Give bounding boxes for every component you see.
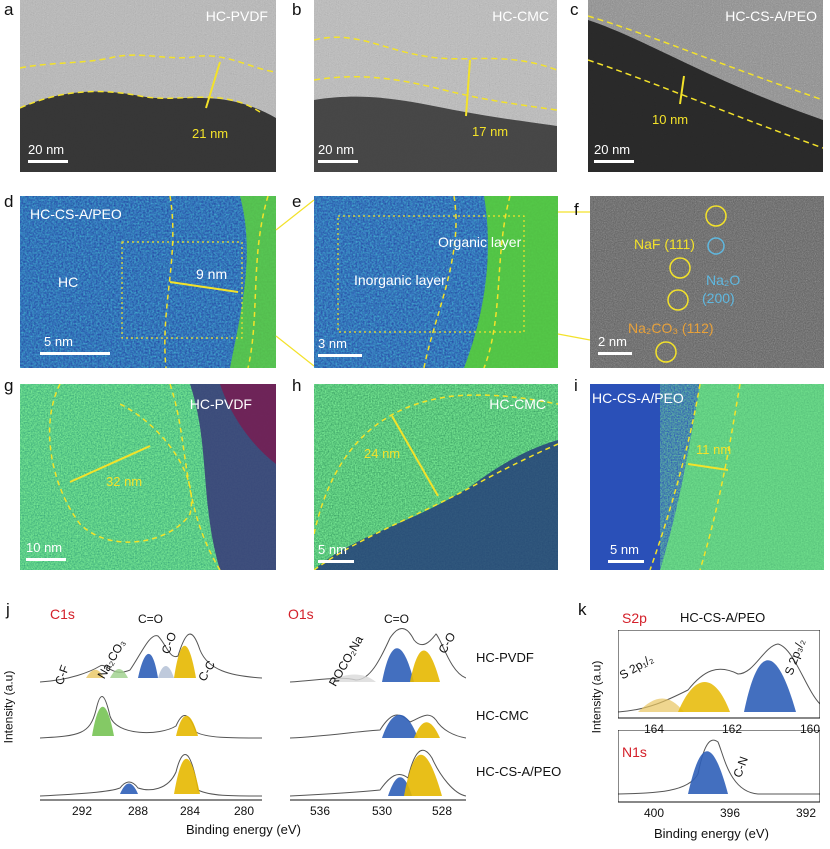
c1s-tick-288: 288: [128, 804, 149, 818]
mapping-image-g: HC-PVDF 32 nm 10 nm: [20, 384, 276, 570]
region-label-d: HC: [58, 274, 79, 290]
xps-o1s-plot: [290, 628, 466, 801]
sample-label-b: HC-CMC: [492, 8, 549, 24]
scale-bar-b: [318, 160, 358, 163]
na2co3-label: Na₂CO₃ (112): [628, 320, 714, 336]
scale-label-d: 5 nm: [44, 334, 73, 349]
sample-label-c: HC-CS-A/PEO: [725, 8, 817, 24]
thickness-label-i: 11 nm: [696, 442, 732, 457]
n1s-title: N1s: [622, 744, 647, 760]
c1s-tick-280: 280: [234, 804, 255, 818]
scale-label-a: 20 nm: [28, 142, 65, 157]
sample-label-d: HC-CS-A/PEO: [30, 206, 122, 222]
scale-bar-e: [318, 354, 362, 357]
mapping-image-e: Organic layer Inorganic layer 3 nm: [314, 196, 558, 368]
panel-letter-d: d: [4, 192, 14, 211]
tem-image-b: HC-CMC 17 nm 20 nm: [314, 0, 557, 172]
c1s-peak-co-double: C=O: [138, 612, 164, 626]
panel-letter-c: c: [570, 0, 579, 19]
scale-bar-a: [28, 160, 68, 163]
c1s-tick-284: 284: [180, 804, 201, 818]
panel-letter-e: e: [292, 192, 302, 211]
scale-bar-c: [594, 160, 634, 163]
scale-bar-d: [40, 352, 110, 355]
o1s-title: O1s: [288, 606, 314, 622]
mapping-image-d: HC-CS-A/PEO HC 9 nm 5 nm: [20, 196, 276, 368]
scale-label-c: 20 nm: [594, 142, 631, 157]
o1s-tick-536: 536: [310, 804, 331, 818]
sample-label-i: HC-CS-A/PEO: [592, 390, 684, 406]
xps-n1s-plot: [618, 730, 820, 803]
panel-letter-j: j: [6, 600, 10, 619]
c1s-tick-292: 292: [72, 804, 93, 818]
naf-label: NaF (111): [634, 236, 695, 252]
panel-letter-h: h: [292, 376, 302, 395]
sample-label-cmc: HC-CMC: [476, 708, 529, 723]
o1s-peak-co-double: C=O: [384, 612, 410, 626]
k-xlabel: Binding energy (eV): [654, 826, 769, 841]
thickness-label-a: 21 nm: [192, 126, 229, 141]
xps-c1s-plot: [40, 633, 262, 801]
n1s-tick-400: 400: [644, 806, 665, 820]
scale-bar-g: [26, 558, 66, 561]
tem-image-c: HC-CS-A/PEO 10 nm 20 nm: [588, 0, 823, 172]
thickness-label-b: 17 nm: [472, 124, 509, 139]
mapping-image-h: HC-CMC 24 nm 5 nm: [314, 384, 558, 570]
inorganic-layer-label: Inorganic layer: [354, 272, 446, 288]
panel-letter-i: i: [574, 376, 578, 395]
sample-label-h: HC-CMC: [489, 396, 546, 412]
scale-bar-h: [318, 560, 354, 563]
s2p-title: S2p: [622, 610, 647, 626]
thickness-label-g: 32 nm: [106, 474, 143, 489]
mapping-image-i: HC-CS-A/PEO 11 nm 5 nm: [590, 384, 824, 570]
s2p-tick-160: 160: [800, 722, 821, 736]
sample-label-pvdf: HC-PVDF: [476, 650, 534, 665]
c1s-title: C1s: [50, 606, 75, 622]
scale-label-e: 3 nm: [318, 336, 347, 351]
n1s-tick-396: 396: [720, 806, 741, 820]
panel-letter-g: g: [4, 376, 14, 395]
scale-label-b: 20 nm: [318, 142, 355, 157]
j-xlabel: Binding energy (eV): [186, 822, 301, 837]
panel-letter-a: a: [4, 0, 14, 19]
panel-letter-f: f: [574, 200, 579, 219]
o1s-tick-530: 530: [372, 804, 393, 818]
organic-layer-label: Organic layer: [438, 234, 522, 250]
na2o-label: Na₂O: [706, 272, 741, 288]
scale-bar-f: [598, 352, 632, 355]
na2o-plane-label: (200): [702, 290, 735, 306]
n1s-tick-392: 392: [796, 806, 817, 820]
sample-label-csapeo: HC-CS-A/PEO: [476, 764, 562, 779]
panel-letter-b: b: [292, 0, 302, 19]
tem-image-a: HC-PVDF 21 nm 20 nm: [20, 0, 276, 172]
scale-label-g: 10 nm: [26, 540, 63, 555]
thickness-label-c: 10 nm: [652, 112, 689, 127]
o1s-tick-528: 528: [432, 804, 453, 818]
xps-s2p-plot: [618, 630, 820, 719]
k-ylabel: Intensity (a.u): [589, 660, 604, 734]
scale-label-h: 5 nm: [318, 542, 347, 557]
k-sample-label: HC-CS-A/PEO: [680, 610, 766, 625]
scale-bar-i: [608, 560, 644, 563]
thickness-label-d: 9 nm: [196, 266, 228, 282]
hrtem-image-f: NaF (111) Na₂O (200) Na₂CO₃ (112) 2 nm: [590, 196, 824, 368]
thickness-label-h: 24 nm: [364, 446, 401, 461]
panel-letter-k: k: [578, 600, 587, 619]
scale-label-i: 5 nm: [610, 542, 639, 557]
s2p-tick-164: 164: [644, 722, 665, 736]
s2p-tick-162: 162: [722, 722, 743, 736]
sample-label-g: HC-PVDF: [189, 396, 252, 412]
scale-label-f: 2 nm: [598, 334, 627, 349]
sample-label-a: HC-PVDF: [205, 8, 268, 24]
j-ylabel: Intensity (a.u): [1, 670, 16, 744]
